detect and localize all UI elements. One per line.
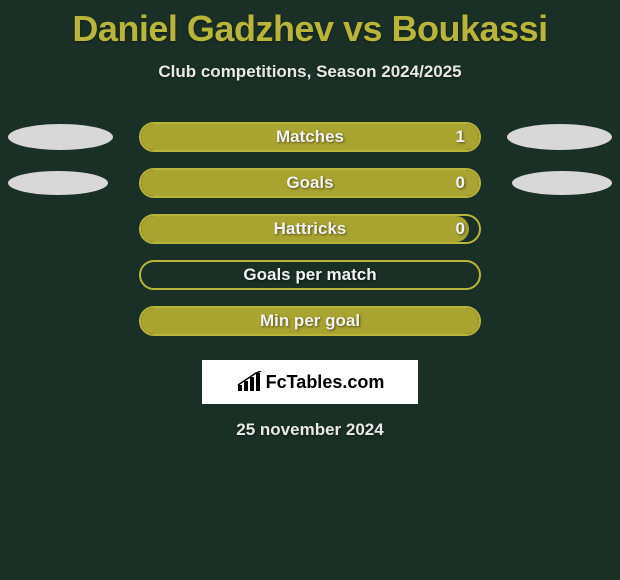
stat-bar: Min per goal [139, 306, 481, 336]
stat-label: Goals per match [141, 265, 479, 285]
comparison-chart: Matches1Goals0Hattricks0Goals per matchM… [0, 114, 620, 344]
stat-value: 1 [456, 127, 465, 147]
stat-row: Min per goal [0, 298, 620, 344]
stat-label: Matches [141, 127, 479, 147]
stat-bar: Goals per match [139, 260, 481, 290]
source-logo: FcTables.com [236, 371, 385, 393]
stat-value: 0 [456, 173, 465, 193]
stat-row: Hattricks0 [0, 206, 620, 252]
stat-value: 0 [456, 219, 465, 239]
stat-bar: Matches1 [139, 122, 481, 152]
comparison-title: Daniel Gadzhev vs Boukassi [0, 0, 620, 50]
bar-chart-icon [236, 371, 262, 393]
decorative-ellipse [512, 171, 612, 195]
stat-row: Goals per match [0, 252, 620, 298]
generation-date: 25 november 2024 [0, 420, 620, 440]
source-logo-text: FcTables.com [266, 372, 385, 393]
decorative-ellipse [8, 171, 108, 195]
stat-bar: Hattricks0 [139, 214, 481, 244]
comparison-subtitle: Club competitions, Season 2024/2025 [0, 62, 620, 82]
stat-row: Matches1 [0, 114, 620, 160]
decorative-ellipse [507, 124, 612, 150]
stat-label: Hattricks [141, 219, 479, 239]
stat-bar: Goals0 [139, 168, 481, 198]
stat-label: Min per goal [141, 311, 479, 331]
source-logo-box: FcTables.com [202, 360, 418, 404]
stat-row: Goals0 [0, 160, 620, 206]
stat-label: Goals [141, 173, 479, 193]
decorative-ellipse [8, 124, 113, 150]
